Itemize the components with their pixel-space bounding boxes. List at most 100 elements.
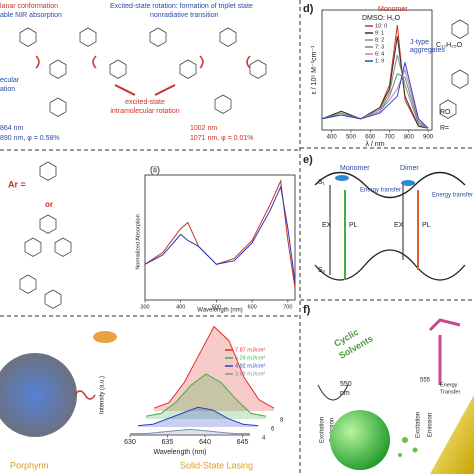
label: Energy (440, 382, 458, 388)
label: intramolecular rotation (110, 108, 179, 115)
series-line (153, 325, 275, 409)
label: PL (349, 222, 358, 229)
series-line (137, 406, 259, 427)
label: or (45, 200, 53, 209)
label: R= (440, 125, 449, 132)
dot (398, 453, 402, 457)
y-label: Intensity (a.u.) (100, 376, 106, 414)
series-area (138, 407, 258, 427)
series-line (321, 62, 429, 129)
x-tick-label: 630 (124, 439, 136, 446)
molecule (428, 318, 461, 385)
x-tick-label: 700 (385, 135, 396, 141)
laser-spot (93, 331, 117, 343)
label: J-type (410, 39, 429, 46)
series-line (144, 185, 296, 283)
label: Excitation (416, 412, 422, 438)
label: nm (340, 390, 350, 397)
panel-label: (ii) (150, 164, 160, 174)
x-tick-label: 500 (212, 304, 221, 310)
x-tick-label: 640 (199, 439, 211, 446)
x-tick-label: 500 (346, 135, 357, 141)
y-label: Normalized Absorption (135, 214, 141, 269)
x-tick-label: 800 (404, 135, 415, 141)
wave (74, 390, 96, 400)
series-area (154, 326, 274, 411)
series-line (130, 428, 250, 435)
label: Dimer (400, 165, 419, 172)
legend-label: 8: 2 (375, 37, 384, 43)
legend-label: 7.87 mJ/cm² (235, 347, 265, 353)
series-line (145, 373, 267, 417)
label: Porphyrin (10, 460, 49, 470)
value: 1071 nm, φ = 0.01% (190, 135, 254, 142)
cone (430, 395, 474, 474)
rotation-arrow (35, 55, 251, 69)
panel-label: f) (303, 304, 311, 316)
series-line (321, 73, 429, 129)
depth-tick-label: 8 (280, 418, 284, 424)
heading: Excited-state rotation: formation of tri… (110, 3, 253, 10)
state-marker (335, 175, 349, 181)
value: 864 nm (0, 125, 24, 132)
label: Excitation (320, 417, 326, 443)
label: 555 (420, 378, 431, 384)
label: C₁₂H₂₅O (436, 42, 463, 49)
label: Emission (428, 413, 434, 437)
legend-label: 1: 9 (375, 58, 384, 64)
potential-curve (314, 249, 466, 281)
label: ecular (0, 77, 20, 84)
molecule (19, 161, 72, 309)
arrow (114, 84, 176, 96)
sphere (330, 410, 390, 470)
label: Monomer (378, 6, 408, 13)
label: S₀ (318, 267, 326, 274)
x-tick-label: 300 (140, 304, 149, 310)
x-label: Wavelength (nm) (197, 308, 242, 314)
series-area (146, 374, 266, 419)
label: PL (422, 222, 431, 229)
legend-label: 6: 4 (375, 51, 384, 57)
panel-label: d) (303, 3, 314, 15)
x-tick-label: 635 (162, 439, 174, 446)
label: aggregates (410, 47, 446, 54)
label: S₁ (318, 179, 326, 186)
x-tick-label: 900 (423, 135, 434, 141)
x-label: Wavelength (nm) (153, 449, 206, 456)
potential-curve (314, 171, 466, 199)
label: RO (440, 109, 451, 116)
label: excited-state (125, 99, 165, 106)
caption: Solid-State Lasing (180, 460, 253, 470)
legend-label: 10: 0 (375, 23, 387, 29)
x-label: λ / nm (365, 141, 384, 148)
label: able NIR absorption (0, 12, 62, 19)
legend-label: 4.92 mJ/cm² (235, 363, 265, 369)
plot-frame (321, 9, 433, 131)
label: ation (0, 86, 15, 93)
label: Transfer (440, 389, 460, 395)
label: EX (322, 222, 332, 229)
state-marker (401, 180, 415, 186)
value: 1002 nm (190, 125, 217, 132)
molecule (439, 19, 469, 119)
x-tick-label: 600 (365, 135, 376, 141)
series-line (321, 36, 429, 129)
value: 890 nm, φ = 0.58% (0, 135, 60, 142)
plot-frame (144, 174, 296, 301)
label: lanar conformation (0, 3, 58, 10)
label: Energy transfer (360, 188, 401, 194)
label: Monomer (340, 165, 370, 172)
x-tick-label: 700 (283, 304, 292, 310)
legend-label: 9: 1 (375, 30, 384, 36)
heading: nonradiative transition (150, 12, 219, 19)
depth-tick-label: 6 (271, 427, 275, 433)
label: Ar = (8, 179, 26, 189)
porphyrin-model (0, 353, 77, 437)
x-tick-label: 400 (176, 304, 185, 310)
legend-title: DMSO: H₂O (362, 15, 401, 22)
label: EX (394, 222, 404, 229)
legend-label: 7: 3 (375, 44, 384, 50)
legend-label: 3.69 mJ/cm² (235, 371, 265, 377)
dot (412, 447, 418, 453)
